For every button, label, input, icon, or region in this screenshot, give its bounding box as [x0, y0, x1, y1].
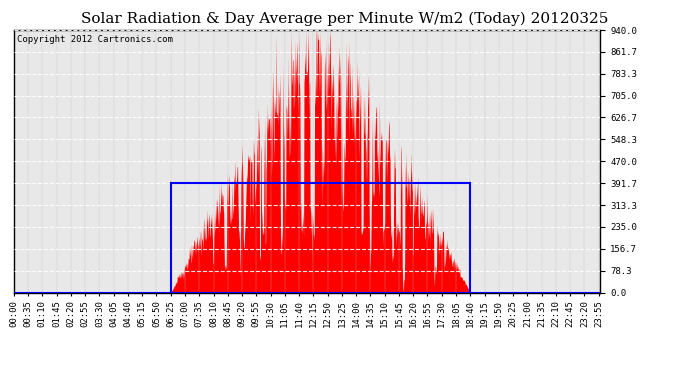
Text: Copyright 2012 Cartronics.com: Copyright 2012 Cartronics.com [17, 35, 172, 44]
Text: Solar Radiation & Day Average per Minute W/m2 (Today) 20120325: Solar Radiation & Day Average per Minute… [81, 11, 609, 26]
